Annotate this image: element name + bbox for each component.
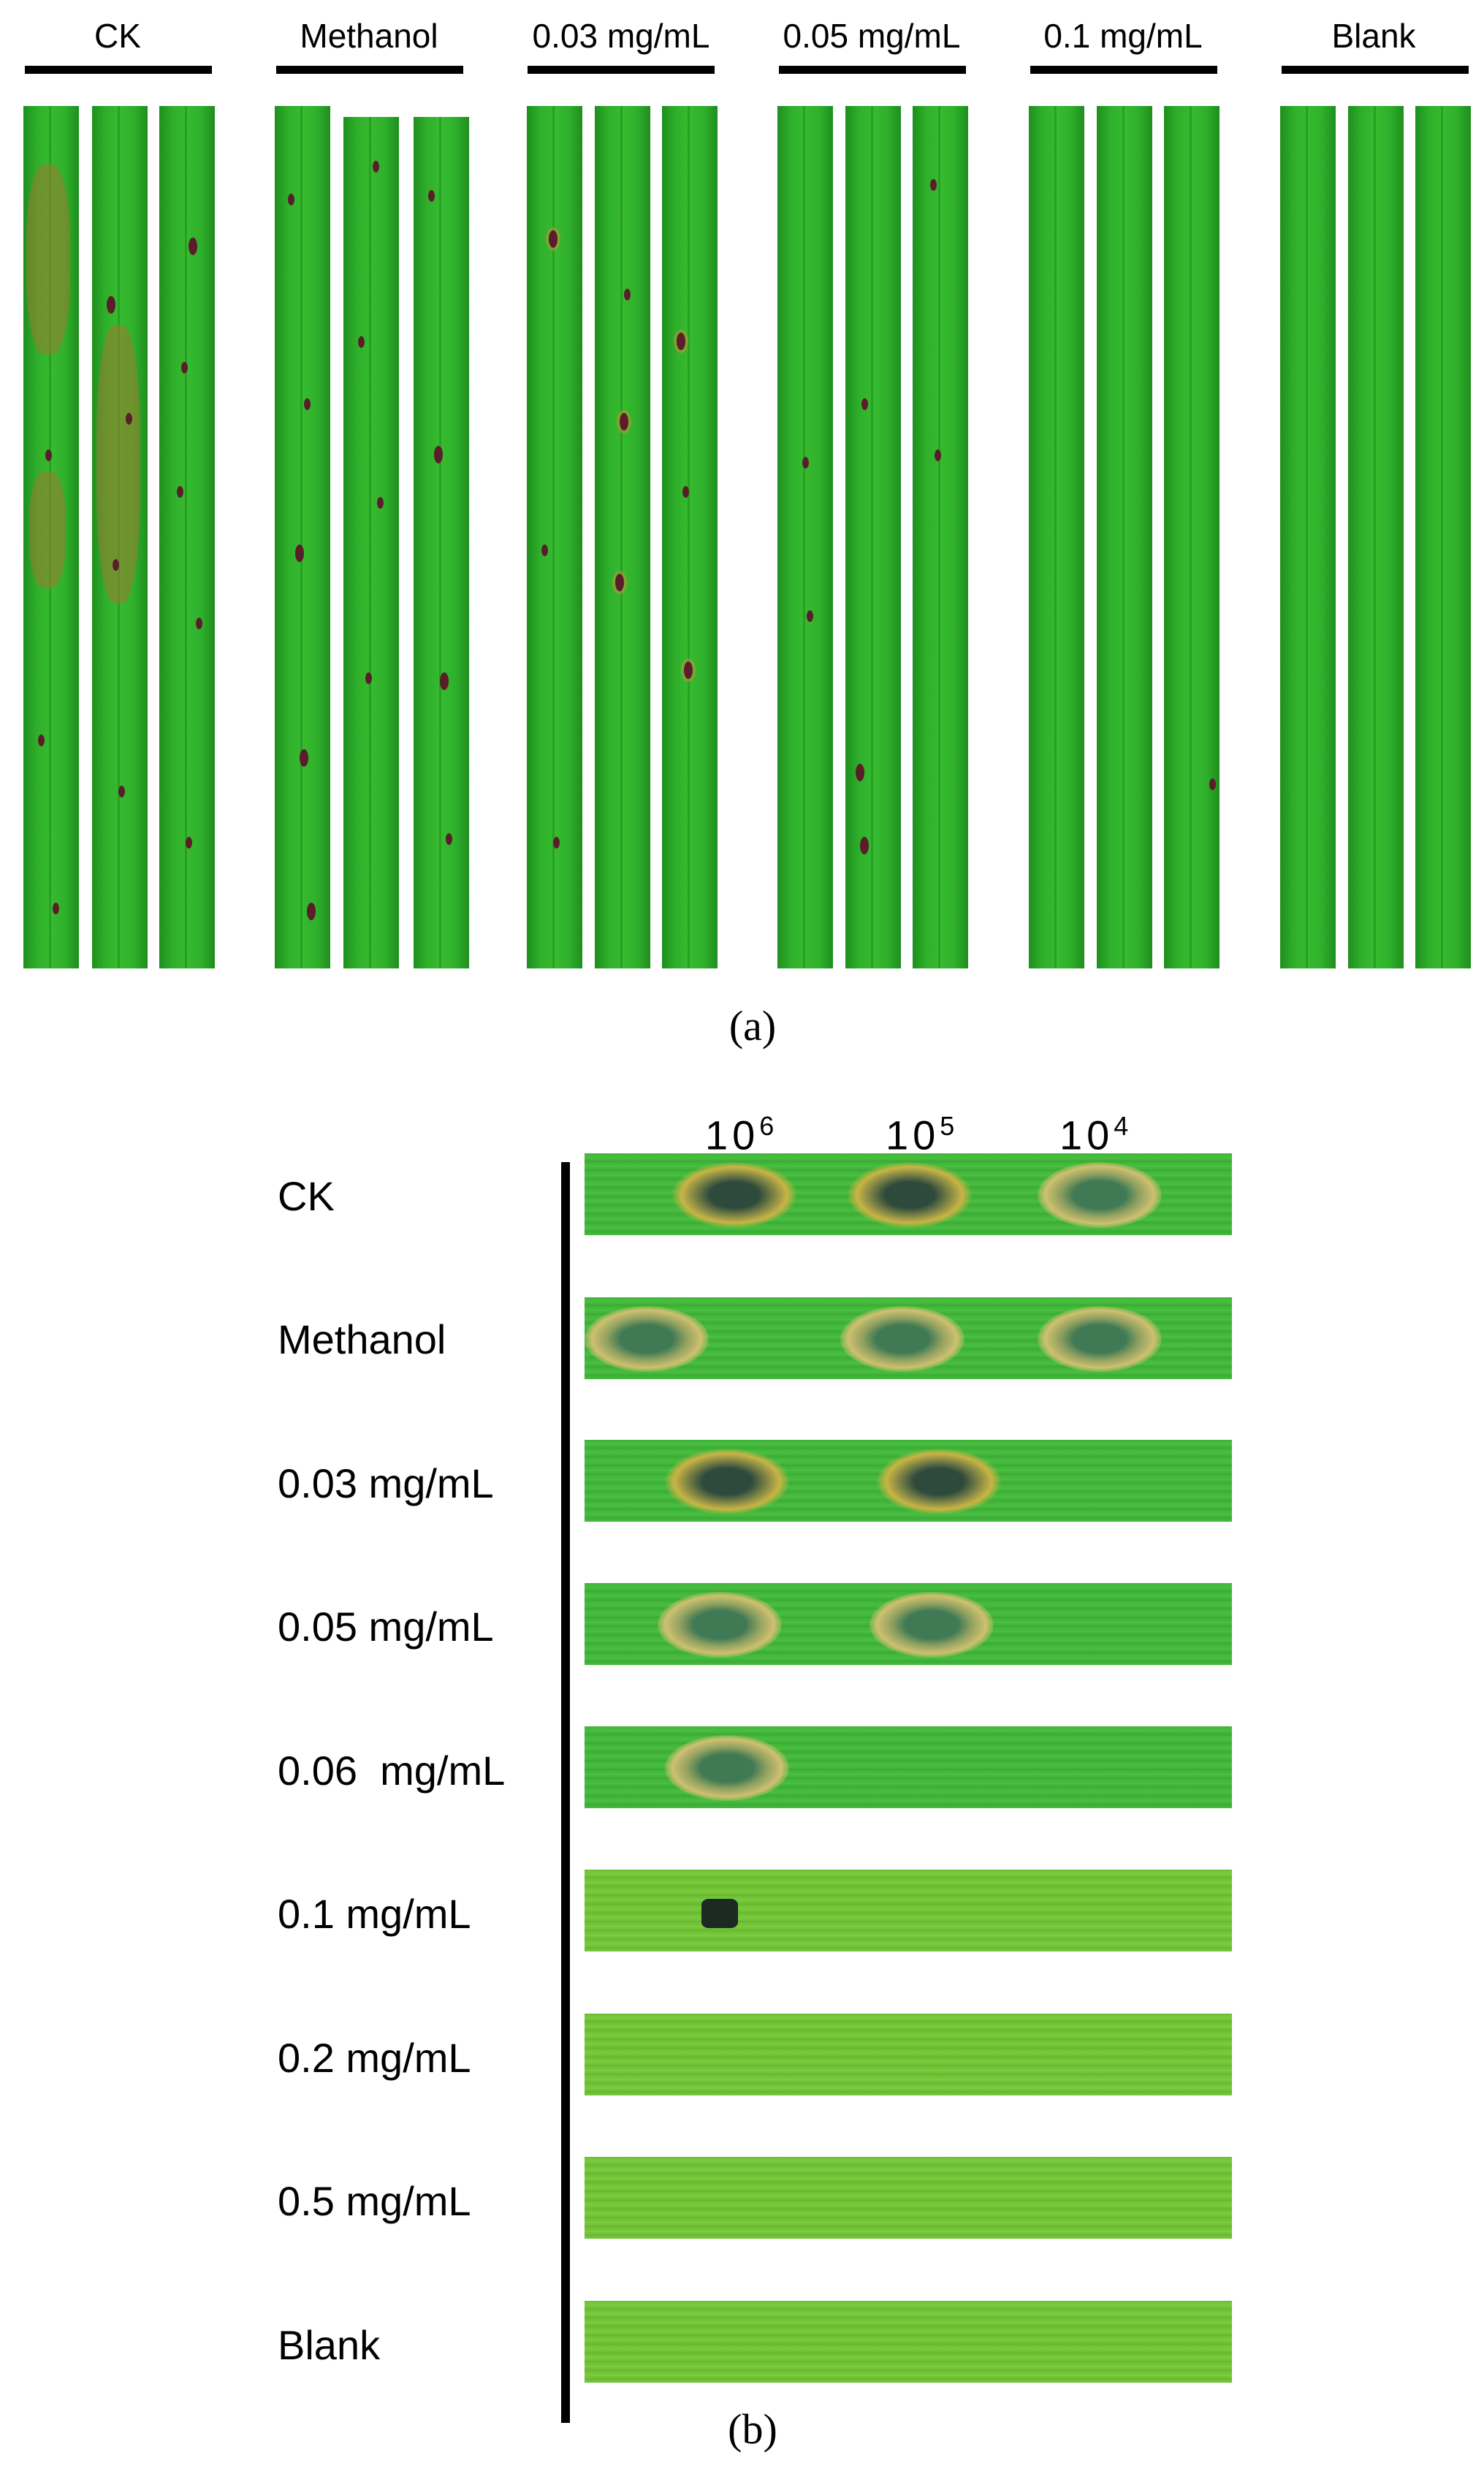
caption-a: (a) [728,1002,777,1050]
leaf-strip-ck-3 [159,106,215,968]
group-bar-methanol [276,66,463,74]
leaf-strip-01-2 [1097,106,1152,968]
leaf-strip-005-2 [845,106,901,968]
leaf-strip-methanol-3 [414,117,469,968]
leaf-strip-blank-2 [1348,106,1404,968]
leaf-row-blank [585,2301,1232,2383]
leaf-row-methanol [585,1297,1232,1379]
leaf-strip-01-1 [1029,106,1084,968]
group-label-methanol: Methanol [300,17,438,55]
group-label-01: 0.1 mg/mL [1043,17,1203,55]
leaf-row-006 [585,1726,1232,1808]
leaf-row-005 [585,1583,1232,1665]
row-label-methanol: Methanol [278,1316,446,1362]
leaf-strip-methanol-2 [343,117,399,968]
group-label-005: 0.05 mg/mL [783,17,961,55]
leaf-row-003 [585,1440,1232,1522]
leaf-row-ck [585,1153,1232,1235]
row-label-003: 0.03 mg/mL [278,1460,494,1506]
row-label-02: 0.2 mg/mL [278,2035,471,2081]
leaf-strip-ck-2 [92,106,148,968]
concentration-header-2: 105 [886,1111,955,1158]
group-label-blank: Blank [1331,17,1416,55]
row-label-005: 0.05 mg/mL [278,1604,494,1650]
row-label-006: 0.06 mg/mL [278,1748,506,1794]
leaf-strip-methanol-1 [275,106,330,968]
leaf-strip-003-1 [527,106,582,968]
leaf-strip-01-3 [1164,106,1219,968]
leaf-strip-blank-3 [1415,106,1471,968]
leaf-row-02 [585,2014,1232,2095]
leaf-strip-005-1 [777,106,833,968]
concentration-header-3: 104 [1059,1111,1129,1158]
group-label-003: 0.03 mg/mL [532,17,710,55]
row-group-bar [561,1162,570,2423]
leaf-row-01 [585,1870,1232,1951]
group-bar-005 [779,66,966,74]
leaf-row-05 [585,2157,1232,2239]
leaf-strip-ck-1 [23,106,79,968]
concentration-header-1: 106 [705,1111,775,1158]
row-label-blank: Blank [278,2322,381,2368]
leaf-strip-blank-1 [1280,106,1336,968]
row-label-05: 0.5 mg/mL [278,2178,471,2224]
leaf-strip-003-3 [662,106,718,968]
group-label-ck: CK [94,17,141,55]
caption-b: (b) [728,2405,777,2453]
row-label-ck: CK [278,1173,335,1219]
group-bar-ck [25,66,212,74]
group-bar-blank [1282,66,1469,74]
leaf-strip-005-3 [913,106,968,968]
group-bar-01 [1030,66,1217,74]
row-label-01: 0.1 mg/mL [278,1891,471,1937]
leaf-strip-003-2 [595,106,650,968]
group-bar-003 [528,66,715,74]
